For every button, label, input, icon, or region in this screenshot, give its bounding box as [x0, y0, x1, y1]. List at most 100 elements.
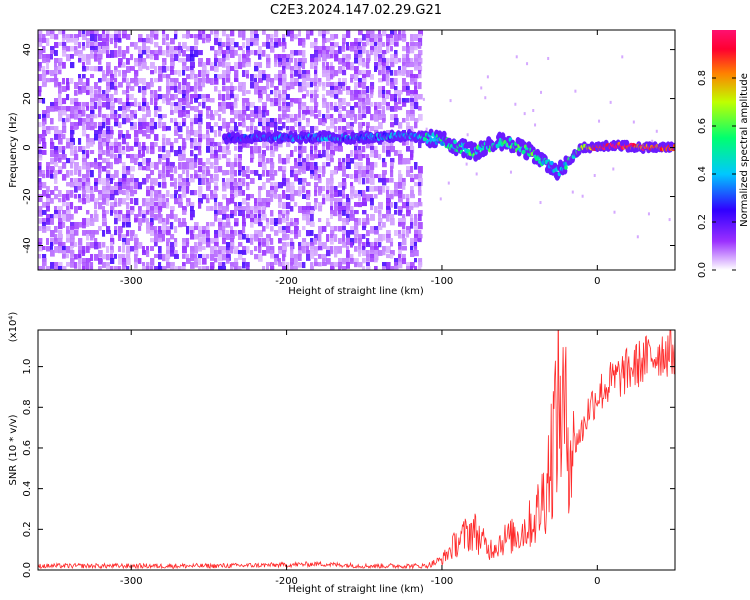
heatmap-cell: [102, 46, 107, 54]
heatmap-cell: [166, 78, 170, 83]
heatmap-cell: [346, 214, 350, 222]
heatmap-cell: [178, 162, 182, 170]
heatmap-cell: [314, 74, 318, 82]
heatmap-cell: [158, 50, 163, 56]
heatmap-cell: [226, 70, 230, 77]
heatmap-cell: [202, 174, 207, 179]
heatmap-cell: [122, 34, 127, 39]
heatmap-cell: [42, 210, 47, 215]
heatmap-cell: [382, 246, 386, 252]
heatmap-cell: [402, 58, 406, 65]
heatmap-cell: [290, 170, 294, 178]
heatmap-cell: [254, 38, 259, 46]
heatmap-cell: [210, 266, 215, 270]
heatmap-cell: [398, 254, 402, 262]
heatmap-cell: [146, 82, 151, 90]
heatmap-cell: [366, 230, 370, 237]
heatmap-cell: [366, 98, 371, 106]
heatmap-cell: [42, 46, 46, 53]
heatmap-cell: [246, 50, 251, 57]
heatmap-cell: [226, 146, 230, 152]
heatmap-cell: [358, 242, 362, 250]
heatmap-cell: [342, 114, 346, 122]
heatmap-cell: [254, 218, 259, 225]
heatmap-cell: [390, 170, 394, 178]
heatmap-cell: [38, 178, 42, 184]
heatmap-cell: [138, 58, 142, 65]
heatmap-cell: [230, 118, 235, 124]
heatmap-cell: [314, 90, 318, 95]
heatmap-cell: [82, 182, 86, 189]
heatmap-cell: [54, 130, 59, 137]
heatmap-cell: [410, 190, 415, 197]
heatmap-cell: [118, 186, 122, 191]
heatmap-cell: [282, 78, 287, 83]
heatmap-cell: [314, 234, 318, 241]
heatmap-cell: [298, 178, 303, 185]
heatmap-cell: [86, 106, 90, 111]
heatmap-cell: [86, 118, 91, 123]
heatmap-cell: [414, 214, 418, 220]
heatmap-cell: [42, 74, 46, 80]
heatmap-cell: [374, 102, 378, 110]
heatmap-cell: [318, 166, 322, 173]
heatmap-cell: [46, 202, 50, 208]
heatmap-cell: [126, 78, 130, 83]
heatmap-cell: [58, 198, 62, 203]
heatmap-cell: [206, 94, 210, 102]
heatmap-cell: [98, 42, 103, 50]
heatmap-cell: [66, 246, 71, 254]
heatmap-cell: [246, 202, 250, 208]
heatmap-cell: [414, 162, 418, 170]
heatmap-cell: [374, 238, 379, 245]
heatmap-cell: [202, 34, 207, 41]
heatmap-cell: [134, 262, 138, 269]
heatmap-cell: [378, 34, 383, 42]
heatmap-cell: [38, 30, 43, 38]
heatmap-cell: [166, 94, 170, 102]
heatmap-cell: [362, 34, 366, 41]
heatmap-cell: [406, 198, 410, 203]
heatmap-cell: [38, 198, 42, 203]
heatmap-cell: [246, 102, 251, 107]
heatmap-cell: [418, 106, 422, 111]
heatmap-cell: [230, 110, 234, 115]
heatmap-cell: [258, 174, 262, 181]
heatmap-cell: [370, 46, 375, 52]
heatmap-cell: [226, 258, 230, 264]
heatmap-cell: [350, 258, 354, 264]
heatmap-cell: [414, 98, 418, 104]
heatmap-cell: [154, 54, 159, 61]
colorbar-tick-label: 0.0: [697, 262, 708, 278]
heatmap-cell: [278, 114, 282, 122]
heatmap-cell: [98, 58, 102, 65]
heatmap-cell: [186, 162, 190, 170]
heatmap-cell: [270, 166, 274, 174]
heatmap-cell: [82, 262, 87, 270]
heatmap-cell: [198, 138, 202, 143]
heatmap-cell: [86, 122, 91, 130]
heatmap-cell: [174, 94, 179, 100]
heatmap-cell: [226, 78, 231, 83]
heatmap-cell: [150, 62, 155, 69]
heatmap-cell: [282, 102, 286, 109]
heatmap-cell: [190, 234, 195, 240]
heatmap-cell: [162, 146, 166, 153]
heatmap-cell: [70, 150, 74, 156]
heatmap-cell: [410, 186, 414, 194]
heatmap-cell: [374, 114, 379, 122]
heatmap-cell: [218, 102, 222, 107]
heatmap-cell: [114, 214, 119, 219]
heatmap-cell: [242, 30, 246, 38]
heatmap-cell: [354, 146, 358, 151]
heatmap-cell: [54, 126, 59, 132]
heatmap-cell: [130, 190, 135, 197]
heatmap-cell: [118, 46, 122, 54]
heatmap-cell: [70, 46, 75, 52]
heatmap-cell: [94, 90, 98, 98]
heatmap-cell: [174, 50, 178, 57]
heatmap-cell: [138, 118, 142, 123]
heatmap-cell: [150, 82, 154, 88]
heatmap-cell: [194, 226, 199, 231]
heatmap-cell: [278, 70, 282, 76]
